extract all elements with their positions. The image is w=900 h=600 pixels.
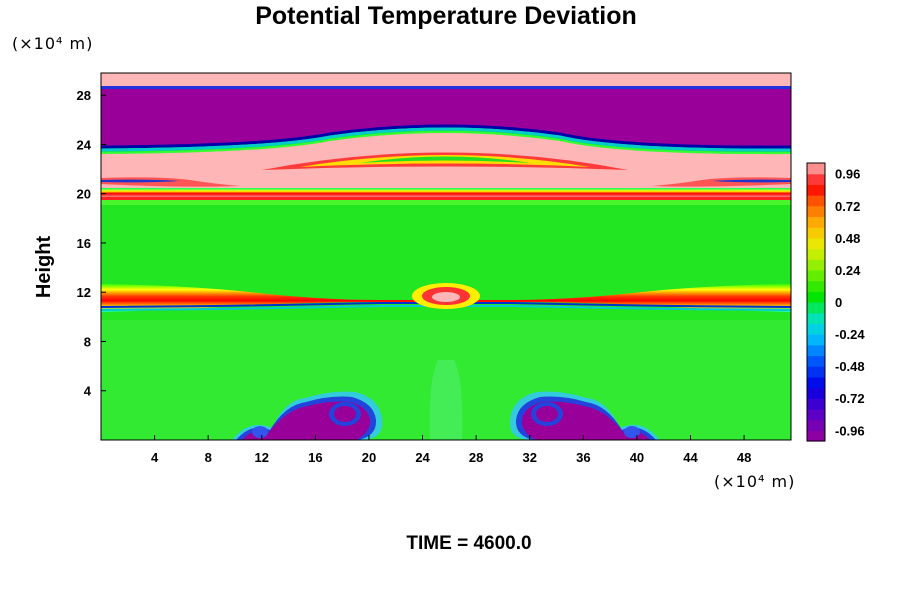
- colorbar-swatch: [807, 323, 825, 335]
- colorbar-tick-label: -0.48: [835, 359, 865, 374]
- y-tick-label: 4: [84, 384, 92, 399]
- x-axis-ticks: 4 8 12 16 20 24 28 32 36 40 44 48: [151, 435, 751, 465]
- field-band-fade: [101, 200, 791, 205]
- colorbar-swatch: [807, 376, 825, 389]
- y-tick-label: 12: [77, 285, 91, 300]
- x-tick-label: 48: [737, 450, 751, 465]
- plot-frame: [100, 72, 792, 441]
- colorbar-swatch: [807, 419, 825, 431]
- field-warm-cap: [101, 73, 791, 87]
- field-inner-arc-green: [360, 156, 530, 163]
- y-axis-ticks: 4 8 12 16 20 24 28: [77, 88, 106, 399]
- heatmap-field: [101, 73, 791, 440]
- x-tick-label: 44: [683, 450, 698, 465]
- colorbar-swatch: [807, 280, 825, 292]
- colorbar-swatch: [807, 173, 825, 185]
- colorbar-tick-label: 0.72: [835, 199, 860, 214]
- colorbar-tick-label: 0.48: [835, 231, 860, 246]
- y-tick-label: 28: [77, 88, 91, 103]
- x-tick-label: 36: [576, 450, 590, 465]
- field-side-wisp-left-inner: [101, 179, 180, 183]
- colorbar-frame: [806, 162, 826, 442]
- x-tick-label: 28: [469, 450, 483, 465]
- x-tick-label: 40: [630, 450, 644, 465]
- y-tick-label: 8: [84, 334, 91, 349]
- x-tick-label: 20: [362, 450, 376, 465]
- field-vortex-left: [232, 391, 383, 440]
- colorbar-tick-label: -0.24: [835, 327, 865, 342]
- y-tick-label: 20: [77, 187, 91, 202]
- colorbar-ticks: 0.96 0.72 0.48 0.24 0 -0.24 -0.48 -0.72 -0.96: [835, 167, 865, 439]
- y-tick-label: 24: [77, 137, 92, 152]
- colorbar-swatch: [807, 163, 825, 175]
- x-tick-label: 24: [415, 450, 430, 465]
- field-cold-edge: [101, 124, 791, 149]
- colorbar-tick-label: 0.24: [835, 263, 861, 278]
- colorbar: [806, 162, 826, 442]
- colorbar-swatch: [807, 216, 825, 228]
- colorbar-swatch: [807, 408, 825, 421]
- colorbar-tick-label: 0.96: [835, 167, 860, 182]
- colorbar-swatch: [807, 355, 825, 367]
- colorbar-swatch: [807, 366, 825, 378]
- colorbar-swatch: [807, 387, 825, 399]
- colorbar-swatch: [807, 227, 825, 239]
- colorbar-swatch: [807, 269, 825, 282]
- x-tick-label: 8: [205, 450, 212, 465]
- colorbar-tick-label: -0.96: [835, 423, 865, 438]
- field-cyan-edge: [101, 127, 791, 152]
- field-green-edge: [101, 131, 791, 155]
- x-tick-label: 16: [308, 450, 322, 465]
- colorbar-swatch: [807, 291, 825, 303]
- field-side-wisp-right-inner: [712, 179, 791, 183]
- chart-title: Potential Temperature Deviation: [255, 2, 637, 30]
- colorbar-tick-label: 0: [835, 295, 842, 310]
- field-vortex-right: [509, 391, 660, 440]
- colorbar-swatch: [807, 398, 825, 410]
- field-side-wisp-left: [101, 177, 240, 187]
- field-cold-layer: [101, 89, 791, 148]
- field-cold-edge-top: [101, 86, 791, 89]
- colorbar-swatch: [807, 344, 825, 357]
- field-plume-center: [429, 360, 463, 440]
- field-warm-band-base: [101, 188, 791, 197]
- colorbar-swatch: [807, 195, 825, 207]
- field-warm-bump-core: [432, 292, 460, 302]
- colorbar-swatch: [807, 430, 825, 442]
- colorbar-swatch: [807, 205, 825, 218]
- colorbar-swatch: [807, 248, 825, 260]
- x-tick-label: 4: [151, 450, 159, 465]
- y-axis-label: Height: [33, 236, 55, 299]
- time-footer: TIME = 4600.0: [406, 533, 531, 554]
- x-unit-label: (×10⁴ m): [714, 472, 795, 491]
- field-side-wisp-right: [652, 177, 791, 187]
- y-unit-label: (×10⁴ m): [12, 34, 93, 53]
- colorbar-swatch: [807, 237, 825, 250]
- x-tick-label: 12: [255, 450, 269, 465]
- field-inner-arc-yellow: [300, 155, 590, 167]
- y-tick-label: 16: [77, 236, 91, 251]
- colorbar-swatch: [807, 334, 825, 346]
- colorbar-swatch: [807, 302, 825, 314]
- colorbar-swatch: [807, 184, 825, 196]
- colorbar-swatch: [807, 312, 825, 324]
- field-warm-band-line: [101, 197, 791, 200]
- x-tick-label: 32: [523, 450, 537, 465]
- colorbar-swatch: [807, 259, 825, 271]
- colorbar-tick-label: -0.72: [835, 391, 865, 406]
